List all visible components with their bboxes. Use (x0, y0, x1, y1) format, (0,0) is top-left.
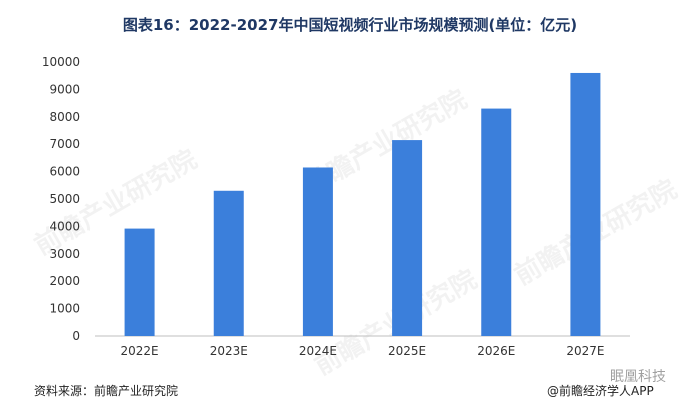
y-axis: 0 1000 2000 3000 4000 5000 6000 7000 8000 9000 100… (42, 55, 80, 343)
y-tick-label: 1000 (49, 302, 80, 316)
x-tick-label: 2024E (299, 344, 337, 358)
x-tick-label: 2023E (210, 344, 248, 358)
y-tick-label: 9000 (49, 82, 80, 96)
bar (302, 167, 333, 336)
source-note: 资料来源：前瞻产业研究院 (34, 384, 179, 398)
overlay-watermark-text: 眠凰科技 (610, 369, 666, 385)
x-tick-label: 2022E (121, 344, 159, 358)
bar (213, 190, 244, 336)
bar (481, 108, 512, 336)
x-tick-label: 2026E (477, 344, 515, 358)
y-tick-label: 5000 (49, 192, 80, 206)
chart-title: 图表16：2022-2027年中国短视频行业市场规模预测(单位：亿元) (122, 16, 578, 34)
y-tick-label: 7000 (49, 137, 80, 151)
bar (124, 228, 155, 336)
x-axis: 2022E 2023E 2024E 2025E 2026E 2027E (121, 344, 605, 358)
bar (392, 140, 423, 336)
y-tick-label: 4000 (49, 219, 80, 233)
y-tick-label: 8000 (49, 110, 80, 124)
bars-group (124, 72, 601, 337)
x-tick-label: 2025E (388, 344, 426, 358)
y-tick-label: 10000 (42, 55, 80, 69)
bar (570, 72, 601, 337)
credit-note: @前瞻经济学人APP (547, 384, 654, 398)
y-tick-label: 2000 (49, 274, 80, 288)
x-tick-label: 2027E (566, 344, 604, 358)
y-tick-label: 6000 (49, 165, 80, 179)
y-tick-label: 0 (72, 329, 80, 343)
y-tick-label: 3000 (49, 247, 80, 261)
